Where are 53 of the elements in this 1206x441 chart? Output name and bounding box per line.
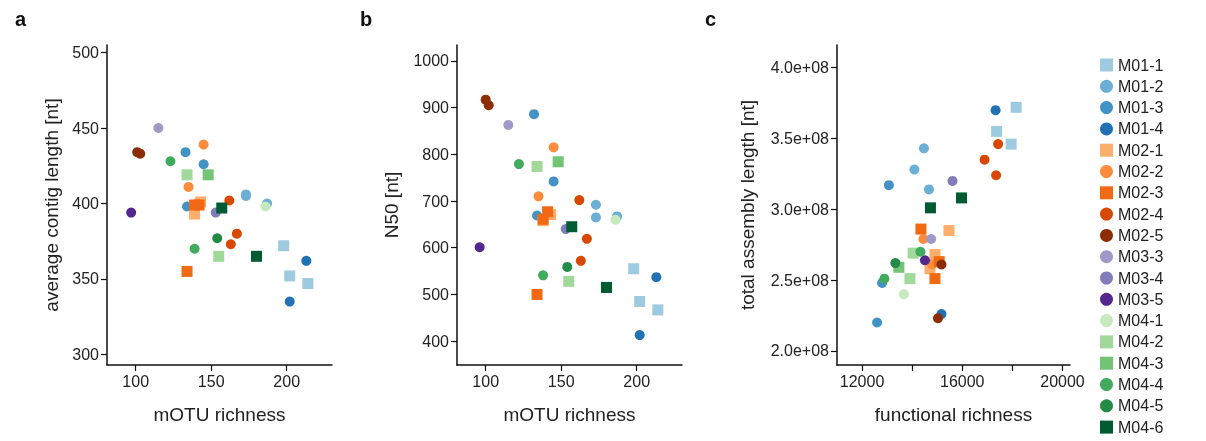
chart-title: c bbox=[705, 8, 717, 30]
x-tick-label: 200 bbox=[273, 372, 301, 390]
y-tick-label: 600 bbox=[422, 239, 450, 257]
x-axis-title: mOTU richness bbox=[153, 404, 286, 425]
legend-label: M04-3 bbox=[1118, 354, 1164, 372]
y-tick-label: 500 bbox=[72, 44, 100, 62]
y-axis-title: N50 [nt] bbox=[381, 171, 402, 239]
y-tick-label: 350 bbox=[72, 270, 100, 288]
y-tick-label: 400 bbox=[72, 194, 100, 212]
legend-label: M01-3 bbox=[1118, 99, 1164, 117]
y-tick-label: 700 bbox=[422, 192, 450, 210]
x-tick-label: 12000 bbox=[839, 372, 885, 390]
legend-label: M03-4 bbox=[1118, 269, 1164, 287]
x-tick-label: 16000 bbox=[940, 372, 985, 390]
x-axis-title: functional richness bbox=[874, 404, 1033, 425]
legend-label: M01-1 bbox=[1118, 56, 1164, 74]
y-tick-label: 400 bbox=[422, 332, 450, 350]
y-tick-label: 4.0e+08 bbox=[770, 59, 830, 77]
x-tick-label: 200 bbox=[623, 372, 651, 390]
legend-label: M02-4 bbox=[1118, 205, 1164, 223]
y-axis-title: average contig length [nt] bbox=[41, 98, 62, 312]
x-tick-label: 150 bbox=[547, 372, 575, 390]
legend-label: M02-5 bbox=[1118, 226, 1164, 244]
y-tick-label: 1000 bbox=[413, 52, 450, 70]
legend-label: M03-3 bbox=[1118, 248, 1164, 266]
x-tick-label: 20000 bbox=[1040, 372, 1085, 390]
legend-label: M04-4 bbox=[1118, 376, 1164, 393]
legend-label: M01-4 bbox=[1118, 120, 1164, 138]
legend-label: M03-5 bbox=[1118, 290, 1164, 308]
legend-label: M01-2 bbox=[1118, 77, 1164, 95]
y-tick-label: 300 bbox=[72, 345, 100, 363]
y-tick-label: 2.5e+08 bbox=[770, 271, 830, 289]
x-tick-label: 150 bbox=[197, 372, 225, 390]
chart-title: b bbox=[360, 8, 373, 30]
legend-label: M04-1 bbox=[1118, 312, 1164, 330]
y-tick-label: 900 bbox=[422, 99, 450, 117]
y-tick-label: 500 bbox=[422, 285, 450, 303]
legend-label: M02-3 bbox=[1118, 184, 1164, 202]
x-axis-title: mOTU richness bbox=[503, 404, 636, 425]
chart-title: a bbox=[15, 8, 27, 30]
x-tick-label: 100 bbox=[472, 372, 500, 390]
y-tick-label: 800 bbox=[422, 145, 450, 163]
y-tick-label: 3.0e+08 bbox=[770, 200, 830, 218]
legend-label: M04-5 bbox=[1118, 397, 1164, 415]
y-tick-label: 450 bbox=[72, 119, 100, 137]
x-tick-label: 100 bbox=[122, 372, 150, 390]
legend-label: M02-1 bbox=[1118, 141, 1164, 159]
y-tick-label: 2.0e+08 bbox=[770, 342, 830, 360]
legend-label: M04-2 bbox=[1118, 333, 1164, 351]
legend-label: M02-2 bbox=[1118, 163, 1164, 180]
y-axis-title: total assembly length [nt] bbox=[737, 99, 758, 311]
legend-label: M04-6 bbox=[1118, 418, 1164, 436]
y-tick-label: 3.5e+08 bbox=[770, 129, 830, 147]
